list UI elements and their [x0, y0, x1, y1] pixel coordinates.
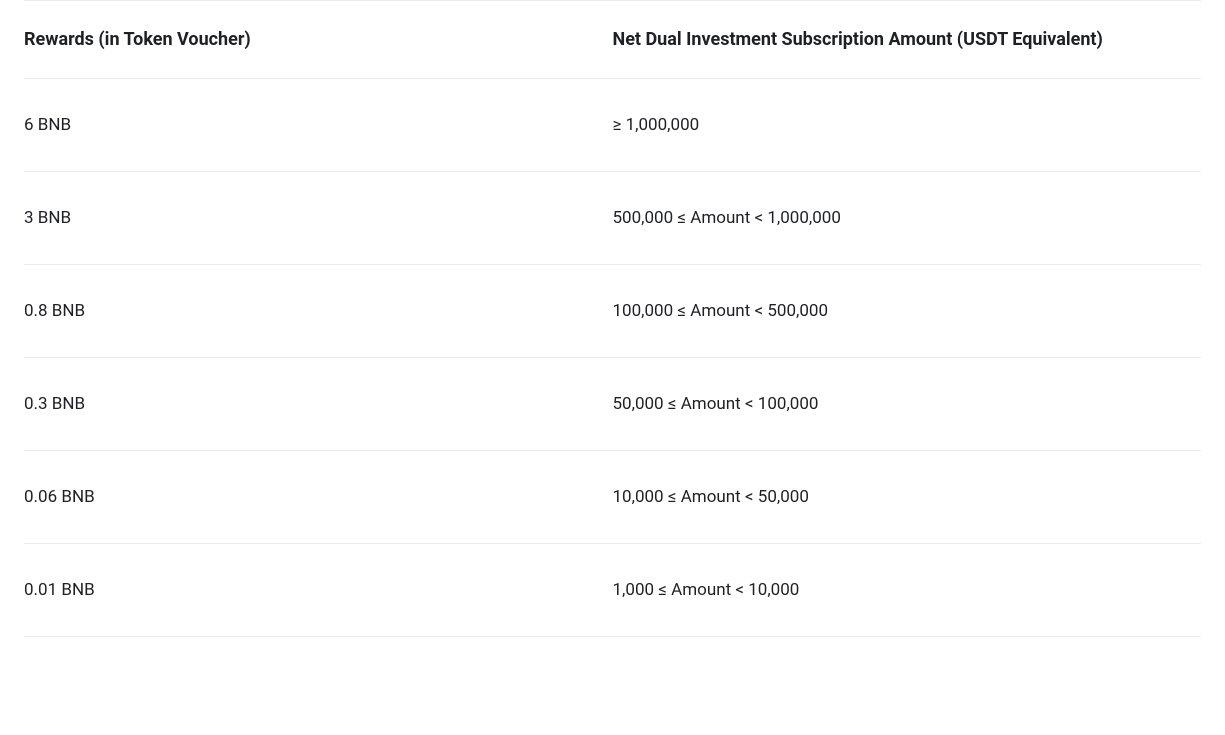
cell-amount: 10,000 ≤ Amount < 50,000: [613, 451, 1202, 544]
cell-amount: 500,000 ≤ Amount < 1,000,000: [613, 172, 1202, 265]
table-row: 6 BNB ≥ 1,000,000: [24, 79, 1201, 172]
cell-amount: ≥ 1,000,000: [613, 79, 1202, 172]
column-header-amount: Net Dual Investment Subscription Amount …: [613, 1, 1202, 79]
cell-amount: 1,000 ≤ Amount < 10,000: [613, 544, 1202, 637]
cell-amount: 100,000 ≤ Amount < 500,000: [613, 265, 1202, 358]
table-row: 3 BNB 500,000 ≤ Amount < 1,000,000: [24, 172, 1201, 265]
rewards-table: Rewards (in Token Voucher) Net Dual Inve…: [24, 0, 1201, 637]
table-row: 0.01 BNB 1,000 ≤ Amount < 10,000: [24, 544, 1201, 637]
cell-rewards: 0.06 BNB: [24, 451, 613, 544]
cell-rewards: 6 BNB: [24, 79, 613, 172]
cell-amount: 50,000 ≤ Amount < 100,000: [613, 358, 1202, 451]
cell-rewards: 0.01 BNB: [24, 544, 613, 637]
table-row: 0.8 BNB 100,000 ≤ Amount < 500,000: [24, 265, 1201, 358]
table-row: 0.3 BNB 50,000 ≤ Amount < 100,000: [24, 358, 1201, 451]
cell-rewards: 0.3 BNB: [24, 358, 613, 451]
cell-rewards: 0.8 BNB: [24, 265, 613, 358]
table-header-row: Rewards (in Token Voucher) Net Dual Inve…: [24, 1, 1201, 79]
cell-rewards: 3 BNB: [24, 172, 613, 265]
column-header-rewards: Rewards (in Token Voucher): [24, 1, 613, 79]
table-row: 0.06 BNB 10,000 ≤ Amount < 50,000: [24, 451, 1201, 544]
